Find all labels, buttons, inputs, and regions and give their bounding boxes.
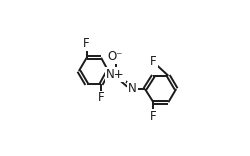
Text: F: F — [83, 37, 90, 50]
Text: N: N — [128, 83, 137, 95]
Text: F: F — [150, 110, 157, 122]
Text: O⁻: O⁻ — [108, 50, 123, 63]
Text: F: F — [150, 56, 157, 68]
Text: F: F — [98, 92, 104, 105]
Text: N+: N+ — [106, 68, 125, 81]
